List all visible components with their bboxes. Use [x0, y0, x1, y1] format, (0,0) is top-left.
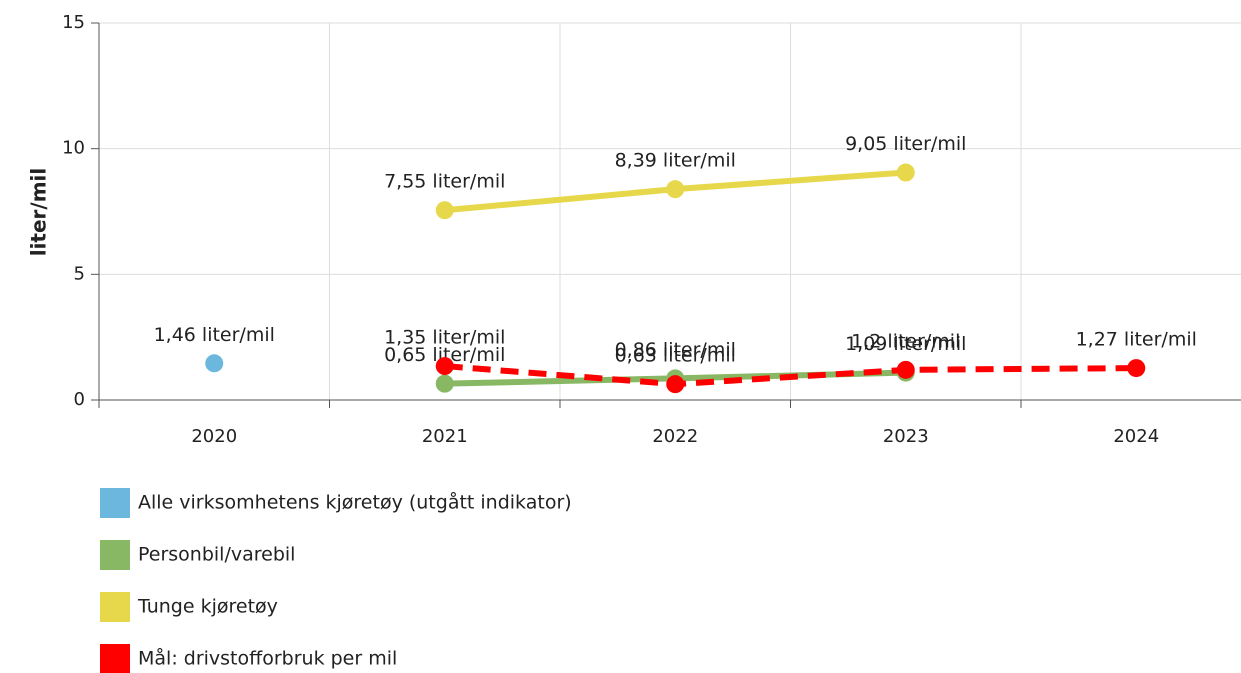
data-label: 0,86 liter/mil: [615, 339, 736, 361]
y-tick-label: 10: [62, 138, 85, 159]
data-label: 1,27 liter/mil: [1076, 329, 1197, 351]
data-label: 1,2 liter/mil: [851, 330, 960, 352]
y-tick-label: 0: [74, 389, 85, 410]
legend-label: Mål: drivstofforbruk per mil: [138, 647, 397, 670]
legend-swatch: [100, 644, 130, 673]
y-tick-label: 5: [74, 263, 85, 284]
data-label: 1,09 liter/mil: [845, 333, 966, 355]
point: [896, 163, 915, 182]
data-label: 1,35 liter/mil: [384, 327, 505, 349]
y-axis-label: liter/mil: [27, 168, 51, 257]
legend-swatch: [100, 540, 130, 570]
series-line: [444, 363, 1137, 388]
legend-label: Tunge kjøretøy: [137, 596, 278, 618]
data-label: 8,39 liter/mil: [615, 150, 736, 172]
legend-swatch: [100, 488, 130, 518]
point: [896, 360, 915, 379]
data-label: 7,55 liter/mil: [384, 171, 505, 193]
data-label: 1,46 liter/mil: [154, 324, 275, 346]
x-tick-label: 2021: [422, 426, 468, 447]
data-label: 0,63 liter/mil: [615, 345, 736, 367]
data-label: 0,65 liter/mil: [384, 344, 505, 366]
point: [666, 180, 685, 199]
data-label: 9,05 liter/mil: [845, 133, 966, 155]
legend-label: Personbil/varebil: [138, 544, 295, 566]
legend-swatch: [100, 592, 130, 622]
x-tick-label: 2024: [1113, 426, 1159, 447]
point: [435, 201, 454, 220]
x-tick-label: 2020: [191, 426, 237, 447]
x-tick-label: 2023: [883, 426, 929, 447]
point: [1127, 359, 1146, 378]
point: [205, 354, 224, 373]
x-tick-label: 2022: [652, 426, 698, 447]
legend-label: Alle virksomhetens kjøretøy (utgått indi…: [138, 491, 572, 514]
point: [435, 374, 454, 393]
point: [435, 357, 454, 376]
point: [666, 375, 685, 394]
y-tick-label: 15: [62, 12, 85, 33]
